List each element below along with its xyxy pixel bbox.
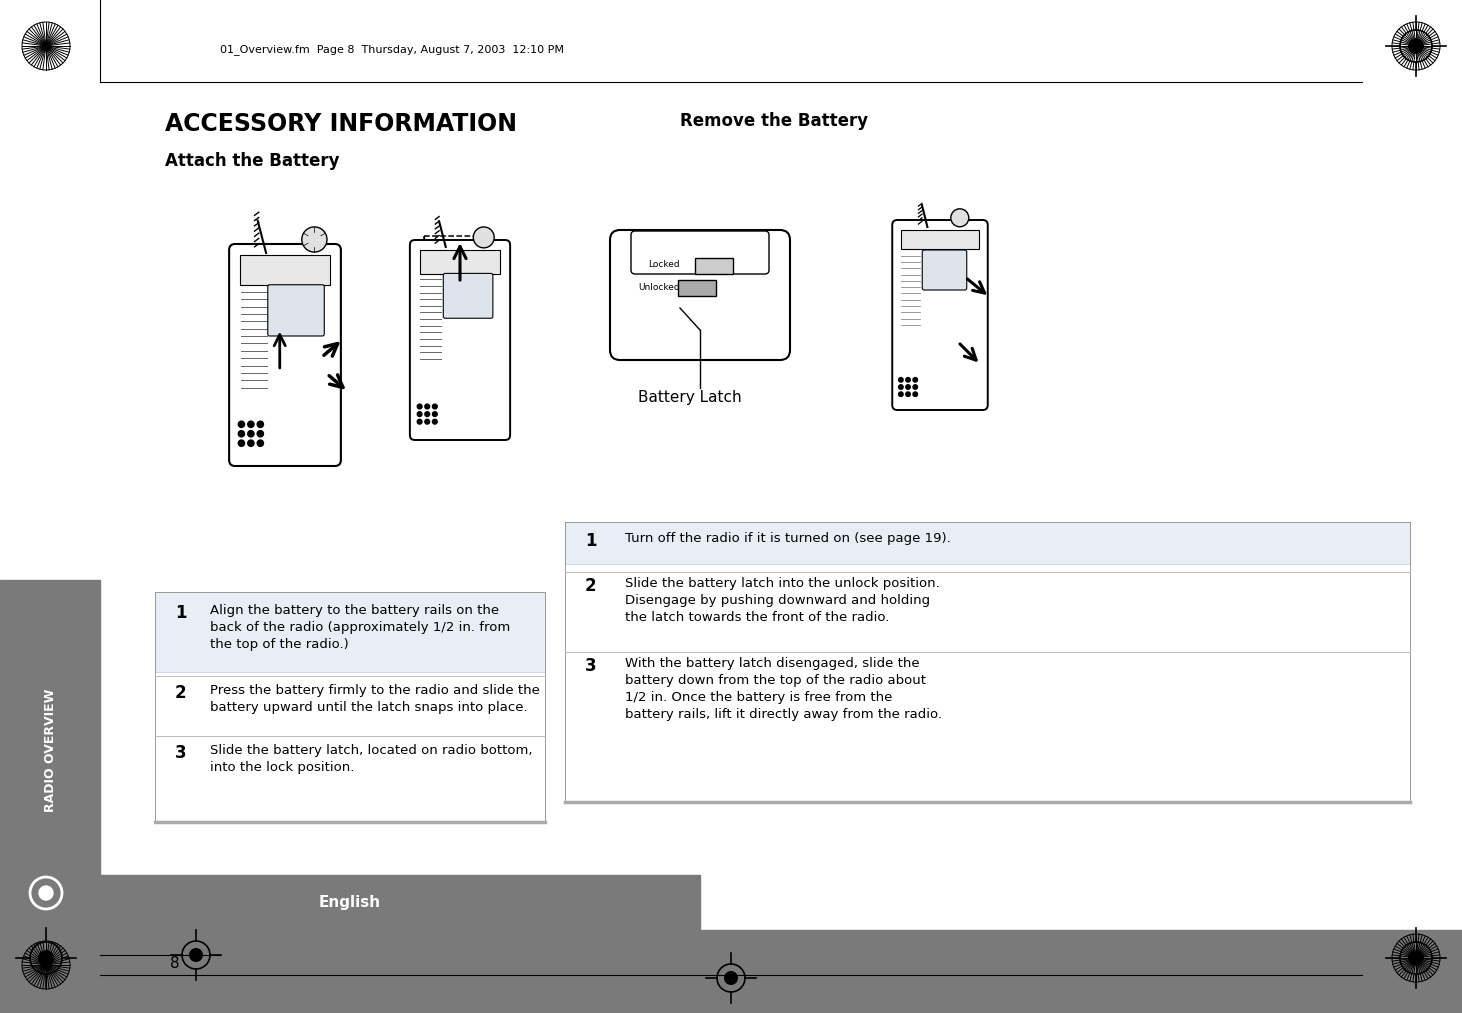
Circle shape: [425, 419, 430, 424]
Circle shape: [301, 227, 327, 252]
Circle shape: [899, 392, 904, 396]
Circle shape: [257, 431, 263, 437]
Text: 2: 2: [175, 684, 187, 702]
Text: 1: 1: [585, 532, 596, 550]
Text: Press the battery firmly to the radio and slide the
battery upward until the lat: Press the battery firmly to the radio an…: [211, 684, 539, 714]
Circle shape: [433, 419, 437, 424]
Text: 3: 3: [585, 657, 596, 675]
Text: Remove the Battery: Remove the Battery: [680, 112, 868, 130]
Bar: [678, 280, 716, 296]
Circle shape: [247, 440, 254, 447]
Text: 2: 2: [585, 577, 596, 595]
Text: With the battery latch disengaged, slide the
battery down from the top of the ra: With the battery latch disengaged, slide…: [624, 657, 942, 721]
Circle shape: [247, 421, 254, 427]
Circle shape: [238, 440, 244, 447]
Text: 8: 8: [170, 955, 180, 970]
Bar: [155, 592, 545, 672]
Text: Unlocked: Unlocked: [637, 283, 680, 292]
Bar: [0, 580, 99, 920]
Circle shape: [899, 378, 904, 382]
FancyBboxPatch shape: [923, 250, 966, 290]
Circle shape: [906, 392, 911, 396]
Circle shape: [906, 378, 911, 382]
Bar: [694, 258, 732, 274]
FancyBboxPatch shape: [443, 274, 493, 318]
FancyBboxPatch shape: [610, 230, 789, 360]
Bar: [564, 522, 1409, 802]
Bar: [901, 230, 980, 249]
Bar: [230, 318, 308, 434]
FancyBboxPatch shape: [409, 240, 510, 440]
Circle shape: [474, 227, 494, 248]
Text: 3: 3: [175, 744, 187, 762]
Circle shape: [425, 411, 430, 416]
Circle shape: [247, 431, 254, 437]
Text: Battery Latch: Battery Latch: [639, 390, 741, 405]
Circle shape: [417, 404, 423, 409]
FancyBboxPatch shape: [632, 231, 769, 274]
Text: 1: 1: [175, 604, 187, 622]
Bar: [0, 875, 700, 930]
Circle shape: [912, 385, 918, 389]
Bar: [424, 235, 493, 359]
Text: Locked: Locked: [648, 259, 680, 268]
Circle shape: [238, 431, 244, 437]
Circle shape: [433, 411, 437, 416]
Bar: [420, 250, 500, 274]
Circle shape: [257, 440, 263, 447]
Circle shape: [1409, 951, 1423, 965]
Bar: [0, 930, 1462, 1013]
Text: Align the battery to the battery rails on the
back of the radio (approximately 1: Align the battery to the battery rails o…: [211, 604, 510, 651]
Text: Attach the Battery: Attach the Battery: [165, 152, 339, 170]
Bar: [240, 255, 329, 285]
Bar: [564, 522, 1409, 564]
Circle shape: [257, 421, 263, 427]
Circle shape: [433, 404, 437, 409]
Circle shape: [190, 949, 202, 961]
FancyBboxPatch shape: [268, 285, 325, 336]
Text: ACCESSORY INFORMATION: ACCESSORY INFORMATION: [165, 112, 518, 136]
Circle shape: [950, 209, 969, 227]
Circle shape: [912, 392, 918, 396]
Circle shape: [39, 951, 53, 965]
Circle shape: [417, 419, 423, 424]
Text: Slide the battery latch, located on radio bottom,
into the lock position.: Slide the battery latch, located on radi…: [211, 744, 532, 774]
Text: Slide the battery latch into the unlock position.
Disengage by pushing downward : Slide the battery latch into the unlock …: [624, 577, 940, 624]
Bar: [256, 344, 335, 460]
FancyBboxPatch shape: [230, 244, 341, 466]
Circle shape: [899, 385, 904, 389]
Text: 01_Overview.fm  Page 8  Thursday, August 7, 2003  12:10 PM: 01_Overview.fm Page 8 Thursday, August 7…: [219, 45, 564, 56]
Circle shape: [238, 421, 244, 427]
Circle shape: [425, 404, 430, 409]
Text: RADIO OVERVIEW: RADIO OVERVIEW: [44, 688, 57, 811]
Circle shape: [417, 411, 423, 416]
Circle shape: [1409, 38, 1423, 54]
FancyBboxPatch shape: [892, 220, 988, 410]
Text: English: English: [319, 895, 382, 910]
Circle shape: [39, 886, 53, 900]
Circle shape: [906, 385, 911, 389]
Text: Turn off the radio if it is turned on (see page 19).: Turn off the radio if it is turned on (s…: [624, 532, 950, 545]
Circle shape: [725, 971, 737, 985]
Bar: [155, 592, 545, 822]
Circle shape: [912, 378, 918, 382]
